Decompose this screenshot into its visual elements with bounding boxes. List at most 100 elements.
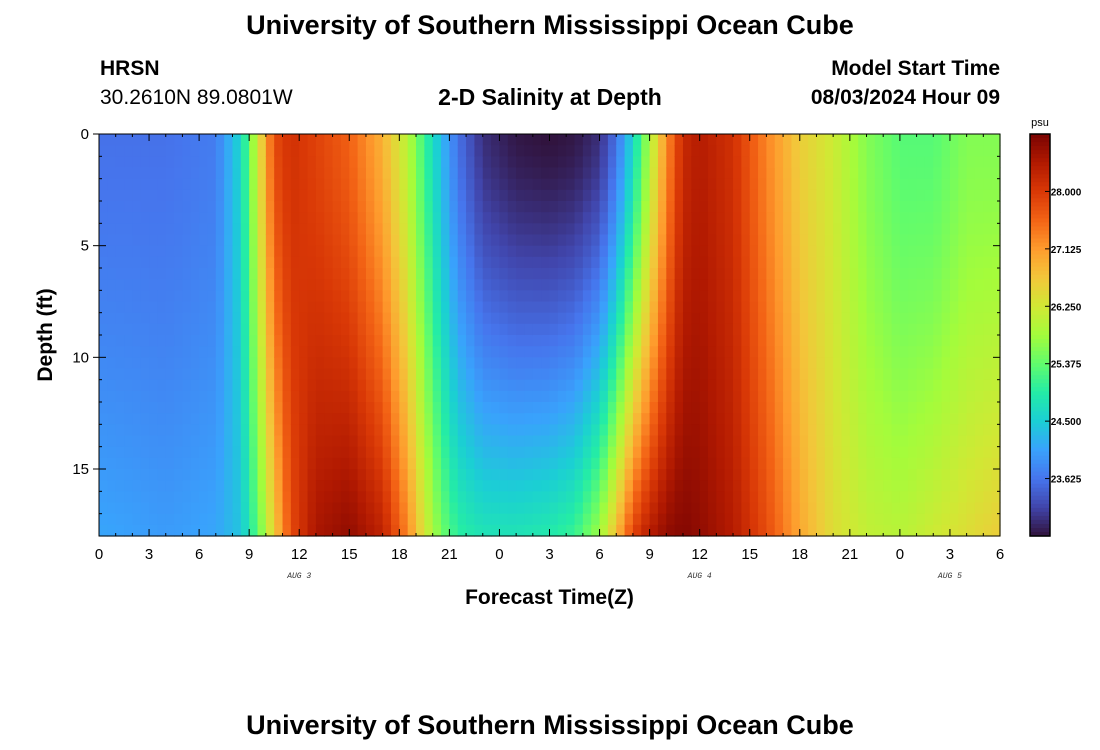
heatmap-cell (365, 524, 375, 537)
heatmap-cell (249, 368, 259, 381)
heatmap-cell (891, 424, 901, 437)
heatmap-cell (265, 256, 275, 269)
heatmap-cell (666, 223, 676, 236)
heatmap-cell (657, 189, 667, 202)
heatmap-cell (240, 189, 250, 202)
heatmap-cell (574, 178, 584, 191)
heatmap-cell (866, 480, 876, 492)
heatmap-cell (766, 513, 776, 526)
heatmap-cell (657, 234, 667, 247)
heatmap-cell (724, 279, 734, 291)
heatmap-cell (190, 234, 200, 247)
heatmap-cell (424, 312, 434, 325)
heatmap-cell (666, 134, 676, 146)
heatmap-cell (416, 469, 425, 481)
heatmap-cell (207, 290, 217, 303)
heatmap-cell (599, 312, 609, 325)
heatmap-cell (691, 457, 701, 470)
heatmap-cell (499, 457, 509, 470)
heatmap-cell (349, 513, 359, 526)
heatmap-cell (532, 279, 542, 291)
heatmap-cell (507, 178, 517, 191)
heatmap-cell (174, 323, 184, 336)
heatmap-cell (624, 201, 634, 213)
heatmap-cell (482, 513, 492, 526)
heatmap-cell (215, 368, 225, 381)
heatmap-cell (833, 402, 843, 414)
heatmap-cell (566, 513, 576, 526)
heatmap-cell (340, 390, 350, 403)
heatmap-cell (174, 402, 184, 414)
heatmap-cell (374, 279, 384, 291)
heatmap-cell (849, 357, 859, 370)
heatmap-cell (315, 335, 325, 347)
heatmap-cell (566, 268, 576, 280)
heatmap-cell (349, 290, 359, 303)
heatmap-cell (474, 256, 484, 269)
heatmap-cell (708, 491, 717, 504)
heatmap-cell (958, 268, 968, 280)
heatmap-cell (115, 413, 125, 425)
heatmap-cell (791, 335, 801, 347)
heatmap-cell (274, 424, 284, 437)
heatmap-cell (290, 502, 300, 515)
heatmap-cell (799, 346, 809, 358)
colorbar-segment (1030, 310, 1050, 316)
heatmap-cell (357, 379, 367, 392)
heatmap-cell (265, 234, 275, 247)
heatmap-cell (140, 167, 150, 180)
heatmap-cell (265, 145, 275, 157)
heatmap-cell (416, 312, 425, 325)
heatmap-cell (299, 469, 309, 481)
heatmap-cell (174, 480, 184, 492)
heatmap-cell (274, 413, 284, 425)
heatmap-cell (157, 167, 167, 180)
heatmap-cell (374, 368, 384, 381)
heatmap-cell (674, 145, 684, 157)
heatmap-cell (916, 424, 926, 437)
heatmap-cell (324, 223, 334, 236)
heatmap-cell (649, 491, 659, 504)
heatmap-cell (574, 480, 584, 492)
heatmap-cell (390, 502, 400, 515)
heatmap-cell (783, 480, 793, 492)
heatmap-cell (824, 268, 834, 280)
heatmap-cell (165, 301, 175, 314)
heatmap-cell (507, 323, 517, 336)
heatmap-cell (799, 134, 809, 146)
heatmap-cell (516, 457, 526, 470)
heatmap-cell (691, 480, 701, 492)
heatmap-cell (224, 156, 234, 169)
heatmap-cell (524, 156, 534, 169)
heatmap-cell (332, 480, 342, 492)
heatmap-cell (607, 424, 617, 437)
heatmap-cell (115, 424, 125, 437)
heatmap-cell (541, 167, 551, 180)
heatmap-cell (607, 457, 617, 470)
heatmap-cell (974, 402, 984, 414)
heatmap-cell (257, 346, 267, 358)
heatmap-cell (516, 424, 526, 437)
heatmap-cell (682, 357, 692, 370)
heatmap-cell (657, 424, 667, 437)
heatmap-cell (824, 435, 834, 448)
heatmap-cell (682, 502, 692, 515)
heatmap-cell (933, 413, 943, 425)
heatmap-cell (783, 312, 793, 325)
heatmap-cell (541, 134, 551, 146)
heatmap-cell (883, 402, 893, 414)
heatmap-cell (858, 402, 868, 414)
heatmap-cell (132, 480, 142, 492)
heatmap-cell (866, 178, 876, 191)
heatmap-cell (165, 256, 175, 269)
heatmap-cell (249, 189, 259, 202)
heatmap-cell (299, 212, 309, 224)
heatmap-cell (374, 335, 384, 347)
heatmap-cell (249, 446, 259, 459)
heatmap-cell (891, 189, 901, 202)
heatmap-cell (299, 413, 309, 425)
heatmap-cell (991, 134, 1001, 146)
heatmap-cell (974, 279, 984, 291)
heatmap-cell (324, 245, 334, 258)
heatmap-cell (441, 245, 450, 258)
